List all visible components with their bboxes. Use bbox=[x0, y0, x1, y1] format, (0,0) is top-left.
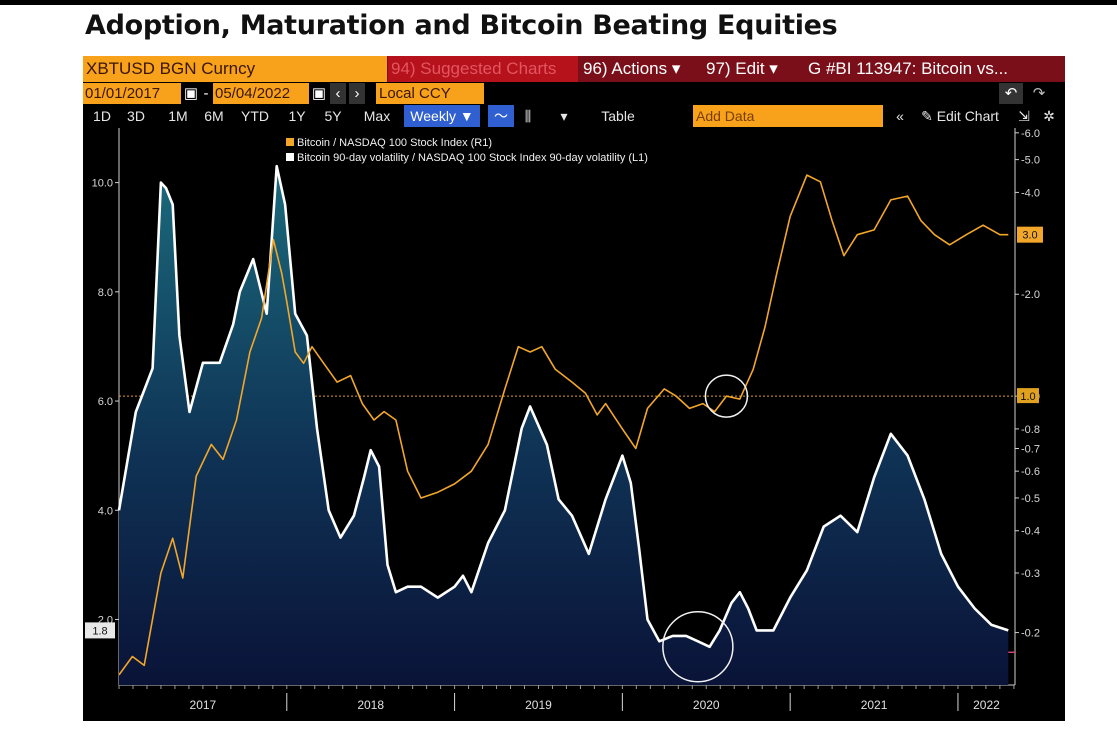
edit-chart-label: Edit Chart bbox=[936, 108, 999, 124]
range-1d[interactable]: 1D bbox=[93, 108, 111, 124]
reference-value-tag bbox=[1017, 388, 1039, 404]
left-axis: 2.04.06.08.010.0 bbox=[92, 128, 120, 685]
start-date-input[interactable]: 01/01/2017 bbox=[83, 83, 181, 104]
annotation-layer bbox=[662, 374, 749, 683]
x-tick-label: 2019 bbox=[525, 698, 552, 712]
reference-value-label: 1.0 bbox=[1020, 391, 1035, 403]
x-tick-label: 2017 bbox=[190, 698, 217, 712]
redo-icon[interactable]: ↷ bbox=[1032, 85, 1046, 102]
x-tick-label: 2020 bbox=[693, 698, 720, 712]
range-1y[interactable]: 1Y bbox=[288, 108, 306, 124]
volatility-area-fill bbox=[119, 166, 1009, 685]
add-data-input[interactable]: Add Data bbox=[693, 105, 883, 127]
legend-entry: Bitcoin 90-day volatility / NASDAQ 100 S… bbox=[297, 152, 648, 164]
value-tags: 1.8 3.0 1.0 bbox=[85, 226, 1043, 639]
right-tick-label: -4.0 bbox=[1021, 187, 1040, 199]
chart-id-label: G #BI 113947: Bitcoin vs... bbox=[808, 59, 1009, 78]
right-axis: -0.2-0.3-0.4-0.5-0.6-0.7-0.8-1.0-2.0-4.0… bbox=[1014, 128, 1040, 685]
right-tick-label: -5.0 bbox=[1021, 155, 1040, 167]
right-tick-label: -0.7 bbox=[1021, 444, 1040, 456]
legend-swatch bbox=[286, 153, 294, 161]
frequency-select[interactable]: Weekly ▼ bbox=[404, 105, 480, 127]
right-tick-label: -0.3 bbox=[1021, 568, 1040, 580]
prev-arrow-icon[interactable]: ‹ bbox=[330, 83, 346, 104]
last-value-left-label: 1.8 bbox=[92, 625, 107, 637]
collapse-icon[interactable]: « bbox=[896, 108, 904, 124]
annotation-circle bbox=[704, 374, 749, 418]
left-tick-label: 6.0 bbox=[98, 396, 113, 408]
left-tick-label: 8.0 bbox=[98, 287, 113, 299]
chart-plot: 2.04.06.08.010.0 -0.2-0.3-0.4-0.5-0.6-0.… bbox=[85, 128, 1043, 712]
last-value-right-tag bbox=[1017, 226, 1043, 243]
x-tick-label: 2018 bbox=[357, 698, 384, 712]
date-separator: - bbox=[203, 85, 209, 102]
actions-menu[interactable]: 96) Actions ▾ bbox=[583, 59, 681, 78]
range-bar: 1D 3D 1M 6M YTD 1Y 5Y Max Weekly ▼ 〜 ⫼ ▾… bbox=[83, 105, 1065, 127]
legend-swatch bbox=[286, 138, 294, 146]
next-arrow-icon[interactable]: › bbox=[349, 83, 365, 104]
right-tick-label: -0.5 bbox=[1021, 493, 1040, 505]
range-3d[interactable]: 3D bbox=[127, 108, 145, 124]
edit-chart-button[interactable]: ✎ Edit Chart bbox=[913, 105, 1007, 127]
suggested-charts-button[interactable]: 94) Suggested Charts bbox=[388, 56, 578, 82]
table-button[interactable]: Table bbox=[601, 108, 635, 124]
calendar-icon[interactable]: ▣ bbox=[311, 85, 327, 102]
page-title: Adoption, Maturation and Bitcoin Beating… bbox=[85, 10, 838, 41]
legend: Bitcoin / NASDAQ 100 Stock Index (R1) Bit… bbox=[283, 134, 783, 166]
ticker-field[interactable]: XBTUSD BGN Curncy bbox=[83, 56, 387, 82]
calendar-icon[interactable]: ▣ bbox=[183, 85, 199, 102]
left-tick-label: 4.0 bbox=[98, 505, 113, 517]
annotate-icon[interactable]: ⇲ bbox=[1018, 108, 1030, 124]
right-tick-label: -6.0 bbox=[1021, 128, 1040, 140]
right-tick-label: -0.4 bbox=[1021, 526, 1040, 538]
volatility-ratio-line bbox=[117, 164, 1009, 649]
end-date-input[interactable]: 05/04/2022 bbox=[213, 83, 309, 104]
last-value-right-label: 3.0 bbox=[1022, 230, 1037, 242]
legend-box bbox=[283, 134, 783, 166]
legend-entry: Bitcoin / NASDAQ 100 Stock Index (R1) bbox=[297, 137, 492, 149]
range-1m[interactable]: 1M bbox=[168, 108, 188, 124]
right-tick-label: -0.8 bbox=[1021, 424, 1040, 436]
title-bar: XBTUSD BGN Curncy 94) Suggested Charts 9… bbox=[83, 56, 1065, 82]
currency-select[interactable]: Local CCY bbox=[376, 83, 484, 104]
range-6m[interactable]: 6M bbox=[204, 108, 224, 124]
bar-type-icon[interactable]: ⫼ bbox=[524, 108, 532, 124]
dropdown-icon[interactable]: ▾ bbox=[560, 108, 568, 124]
annotation-circle bbox=[662, 611, 734, 683]
line-chart-icon[interactable]: 〜 bbox=[488, 105, 514, 127]
series-layer bbox=[117, 164, 1015, 685]
right-tick-label: -2.0 bbox=[1021, 289, 1040, 301]
range-5y[interactable]: 5Y bbox=[324, 108, 342, 124]
undo-icon[interactable]: ↶ bbox=[999, 83, 1023, 104]
top-rule bbox=[0, 0, 1117, 5]
right-tick-label: -0.2 bbox=[1021, 628, 1040, 640]
right-tick-label: -0.6 bbox=[1021, 466, 1040, 478]
edit-menu[interactable]: 97) Edit ▾ bbox=[706, 59, 778, 78]
x-tick-label: 2021 bbox=[861, 698, 888, 712]
range-ytd[interactable]: YTD bbox=[241, 108, 269, 124]
x-axis: 2017 2018 2019 2020 2021 2022 bbox=[118, 684, 1015, 712]
date-bar: 01/01/2017 ▣ - 05/04/2022 ▣ ‹ › Local CC… bbox=[83, 83, 1065, 104]
pencil-icon: ✎ bbox=[921, 108, 933, 124]
price-ratio-line bbox=[118, 174, 1009, 676]
range-max[interactable]: Max bbox=[363, 108, 391, 124]
last-value-left-tag bbox=[85, 622, 115, 639]
settings-gear-icon[interactable]: ✲ bbox=[1043, 108, 1055, 124]
left-tick-label: 10.0 bbox=[92, 178, 113, 190]
x-tick-label: 2022 bbox=[973, 698, 1000, 712]
bloomberg-terminal: XBTUSD BGN Curncy 94) Suggested Charts 9… bbox=[83, 56, 1065, 721]
